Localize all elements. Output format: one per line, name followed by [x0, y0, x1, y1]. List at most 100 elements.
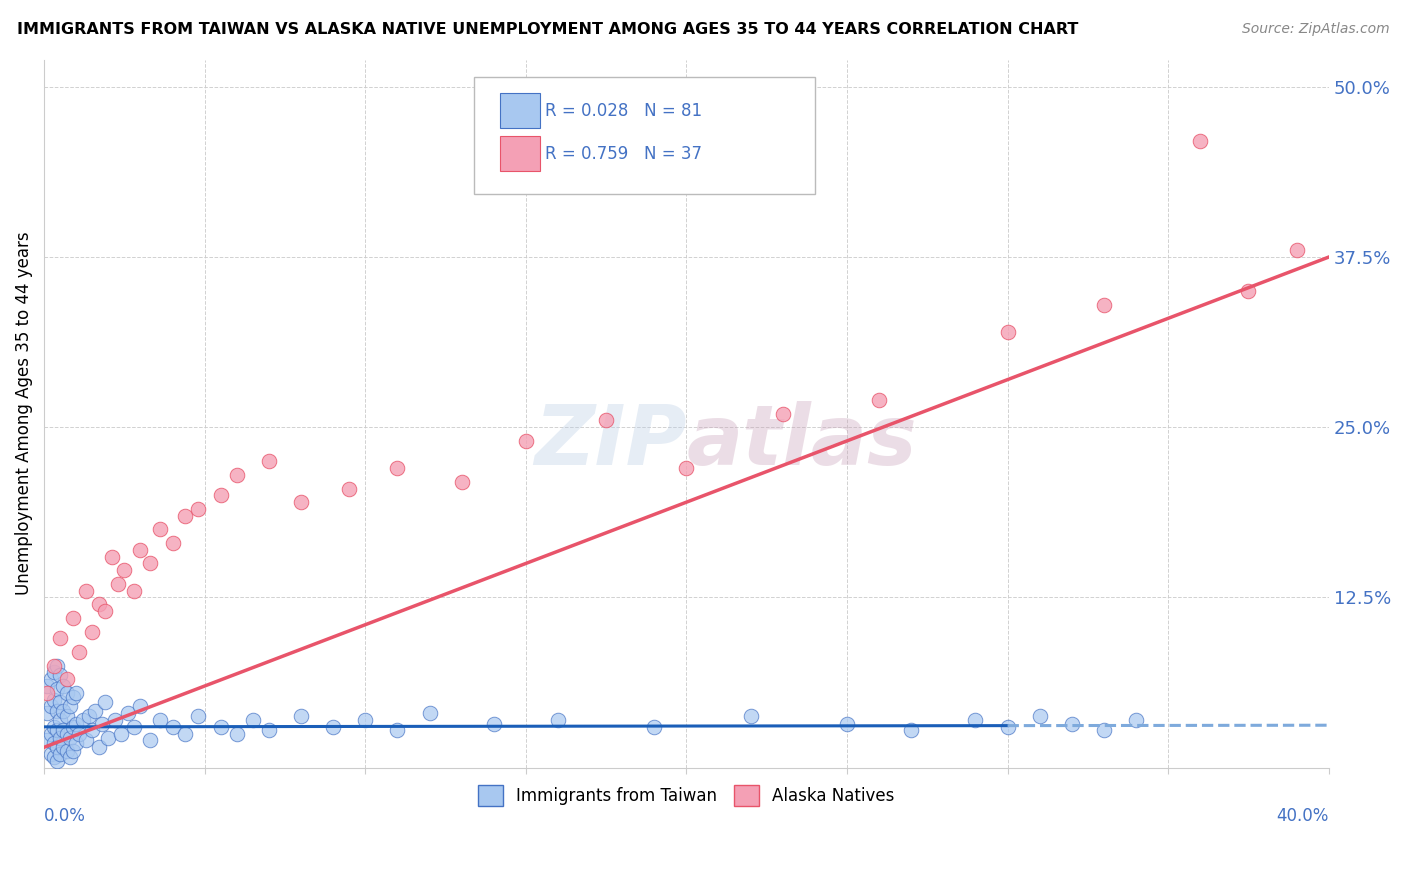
Point — [75, 733, 97, 747]
FancyBboxPatch shape — [501, 136, 540, 171]
Point — [87, 740, 110, 755]
Point — [42, 736, 65, 750]
Point — [62, 690, 84, 704]
Point — [1237, 284, 1260, 298]
Point — [209, 720, 232, 734]
Point — [129, 699, 152, 714]
Point — [82, 624, 104, 639]
Point — [772, 407, 794, 421]
Text: Source: ZipAtlas.com: Source: ZipAtlas.com — [1241, 22, 1389, 37]
Point — [122, 583, 145, 598]
Point — [37, 706, 59, 721]
Point — [547, 713, 569, 727]
Point — [59, 749, 82, 764]
Point — [72, 713, 94, 727]
Point — [62, 744, 84, 758]
Point — [868, 392, 890, 407]
Point — [46, 681, 69, 696]
Point — [52, 723, 75, 737]
Point — [104, 713, 127, 727]
Point — [46, 754, 69, 768]
FancyBboxPatch shape — [474, 78, 815, 194]
Point — [46, 723, 69, 737]
Point — [55, 726, 77, 740]
Point — [1285, 244, 1308, 258]
Point — [52, 740, 75, 755]
Point — [482, 717, 505, 731]
Point — [55, 672, 77, 686]
Point — [965, 713, 987, 727]
Point — [39, 726, 62, 740]
Point — [1092, 723, 1115, 737]
Point — [107, 577, 129, 591]
Point — [290, 495, 312, 509]
Point — [46, 658, 69, 673]
Point — [257, 723, 280, 737]
Point — [387, 723, 409, 737]
Point — [37, 686, 59, 700]
Point — [1028, 709, 1050, 723]
Point — [39, 699, 62, 714]
Point — [110, 726, 132, 740]
Point — [42, 658, 65, 673]
Point — [37, 679, 59, 693]
Point — [354, 713, 377, 727]
Point — [337, 482, 360, 496]
Point — [225, 467, 247, 482]
Point — [290, 709, 312, 723]
Point — [322, 720, 344, 734]
Point — [129, 542, 152, 557]
Point — [55, 709, 77, 723]
Point — [174, 508, 197, 523]
Point — [139, 733, 162, 747]
Point — [450, 475, 472, 489]
Point — [162, 720, 184, 734]
Point — [740, 709, 762, 723]
Point — [37, 733, 59, 747]
Point — [94, 604, 117, 618]
Point — [97, 731, 120, 745]
Point — [62, 611, 84, 625]
Point — [122, 720, 145, 734]
Point — [39, 672, 62, 686]
FancyBboxPatch shape — [501, 93, 540, 128]
Text: 40.0%: 40.0% — [1277, 806, 1329, 824]
Point — [90, 717, 112, 731]
Point — [87, 597, 110, 611]
Point — [52, 704, 75, 718]
Text: R = 0.759   N = 37: R = 0.759 N = 37 — [546, 145, 702, 162]
Point — [59, 731, 82, 745]
Point — [1060, 717, 1083, 731]
Point — [49, 747, 72, 761]
Text: ZIP: ZIP — [534, 401, 686, 483]
Point — [900, 723, 922, 737]
Point — [39, 747, 62, 761]
Point — [112, 563, 135, 577]
Point — [52, 679, 75, 693]
Point — [997, 720, 1019, 734]
Point — [515, 434, 537, 448]
Point — [162, 536, 184, 550]
Point — [1125, 713, 1147, 727]
Point — [69, 726, 91, 740]
Point — [94, 695, 117, 709]
Point — [65, 686, 87, 700]
Point — [209, 488, 232, 502]
Point — [835, 717, 858, 731]
Y-axis label: Unemployment Among Ages 35 to 44 years: Unemployment Among Ages 35 to 44 years — [15, 232, 32, 596]
Point — [242, 713, 264, 727]
Point — [42, 749, 65, 764]
Text: atlas: atlas — [686, 401, 917, 483]
Point — [117, 706, 139, 721]
Point — [59, 699, 82, 714]
Point — [49, 632, 72, 646]
Point — [55, 744, 77, 758]
Point — [84, 704, 107, 718]
Point — [418, 706, 440, 721]
Point — [149, 713, 172, 727]
Point — [257, 454, 280, 468]
Point — [42, 665, 65, 680]
Text: IMMIGRANTS FROM TAIWAN VS ALASKA NATIVE UNEMPLOYMENT AMONG AGES 35 TO 44 YEARS C: IMMIGRANTS FROM TAIWAN VS ALASKA NATIVE … — [17, 22, 1078, 37]
Point — [62, 720, 84, 734]
Point — [46, 740, 69, 755]
